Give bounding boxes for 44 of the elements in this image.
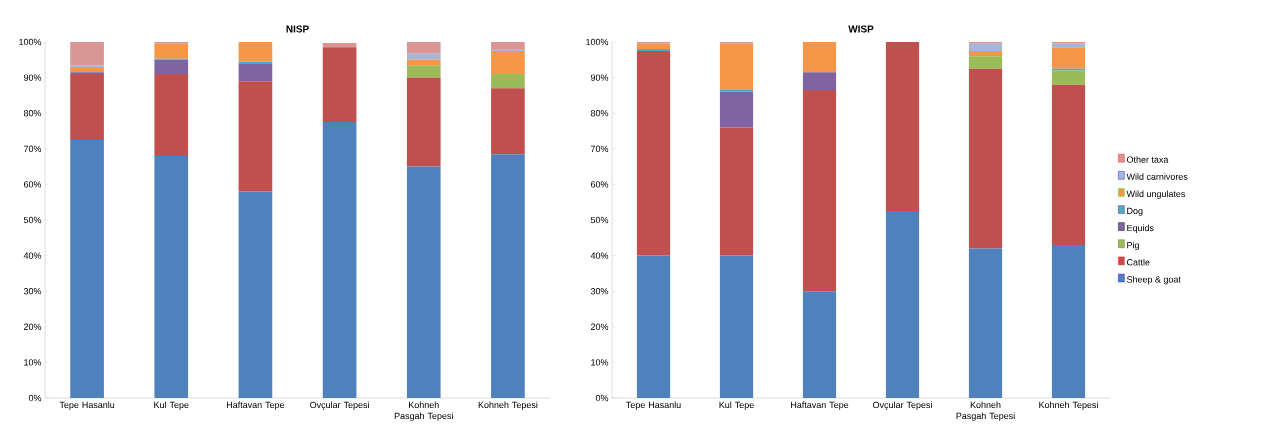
legend-label: Sheep & goat [1126, 276, 1181, 285]
y-tick-label: 70% [591, 145, 609, 152]
x-tick-label: Haftavan Tepe [791, 401, 849, 410]
y-tick-label: 20% [591, 323, 609, 330]
x-tick-label: Kohneh Pasgah Tepesi [394, 401, 453, 421]
y-tick-label: 100% [586, 38, 609, 46]
y-tick-label: 40% [590, 252, 609, 259]
x-tick-label: Ovçular Tepesi [310, 401, 369, 410]
y-tick-label: 60% [23, 181, 42, 188]
y-tick-label: 100% [19, 38, 42, 46]
x-tick-label: Kul Tepe [719, 401, 754, 410]
legend-label: Wild ungulates [1126, 190, 1186, 199]
x-tick-label: Tepe Hasanlu [626, 401, 681, 410]
y-tick-label: 90% [23, 74, 42, 81]
y-tick-label: 80% [590, 110, 609, 117]
y-tick-label: 30% [23, 288, 42, 295]
legend-label: Pig [1127, 241, 1139, 251]
y-tick-label: 0% [28, 394, 42, 402]
x-tick-label: Kohneh Tepesi [478, 401, 538, 410]
y-tick-label: 90% [590, 74, 609, 81]
legend-label: Equids [1127, 224, 1154, 233]
legend-label: Cattle [1126, 258, 1150, 266]
x-tick-label: Ovçular Tepesi [873, 401, 932, 410]
legend-label: Dog [1127, 207, 1143, 216]
x-tick-label: Kohneh Pasgah Tepesi [956, 401, 1015, 421]
y-tick-label: 30% [590, 288, 609, 295]
x-tick-label: Kohneh Tepesi [1039, 401, 1098, 410]
y-tick-label: 10% [591, 359, 609, 366]
y-tick-label: 50% [590, 216, 609, 224]
x-tick-label: Kul Tepe [154, 401, 189, 410]
y-tick-label: 80% [23, 110, 42, 117]
y-tick-label: 40% [23, 252, 42, 259]
y-tick-label: 0% [595, 394, 609, 402]
chart-title: NISP [286, 25, 309, 33]
x-tick-label: Haftavan Tepe [226, 401, 285, 410]
y-tick-label: 50% [23, 216, 42, 224]
x-tick-label: Tepe Hasanlu [59, 401, 115, 410]
chart-title: WISP [848, 25, 874, 33]
legend-label: Wild carnivores [1126, 173, 1188, 180]
y-tick-label: 10% [24, 359, 42, 366]
legend-label: Other taxa [1126, 156, 1169, 163]
y-tick-label: 60% [591, 181, 609, 188]
y-tick-label: 70% [23, 145, 42, 152]
y-tick-label: 20% [23, 323, 42, 330]
